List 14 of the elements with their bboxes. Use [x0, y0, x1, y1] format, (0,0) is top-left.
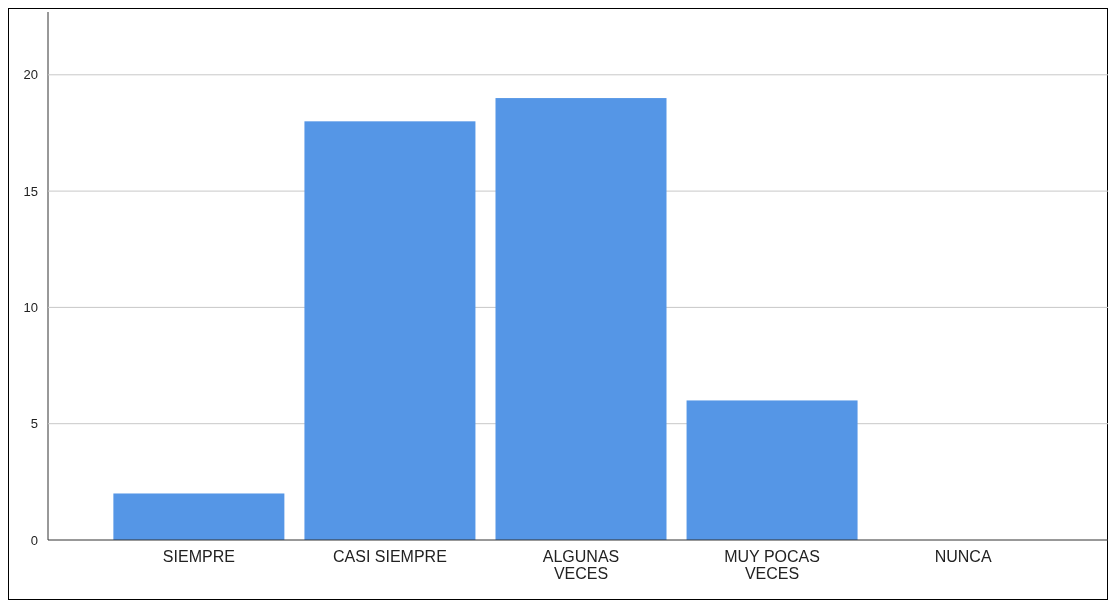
x-tick-label: CASI SIEMPRE [333, 548, 447, 565]
bar [113, 493, 285, 540]
x-tick-label: NUNCA [934, 548, 992, 565]
bar [686, 400, 858, 540]
y-tick-label: 0 [30, 532, 38, 548]
y-tick-label: 5 [30, 416, 38, 432]
x-tick-label: MUY POCAS VECES [724, 548, 820, 582]
bar [495, 98, 667, 540]
x-tick-label: SIEMPRE [162, 548, 235, 565]
y-tick-label: 10 [23, 299, 38, 315]
x-tick-label: ALGUNAS VECES [542, 548, 620, 582]
y-tick-label: 20 [23, 67, 38, 83]
y-tick-label: 15 [23, 183, 38, 199]
bar [304, 121, 476, 540]
